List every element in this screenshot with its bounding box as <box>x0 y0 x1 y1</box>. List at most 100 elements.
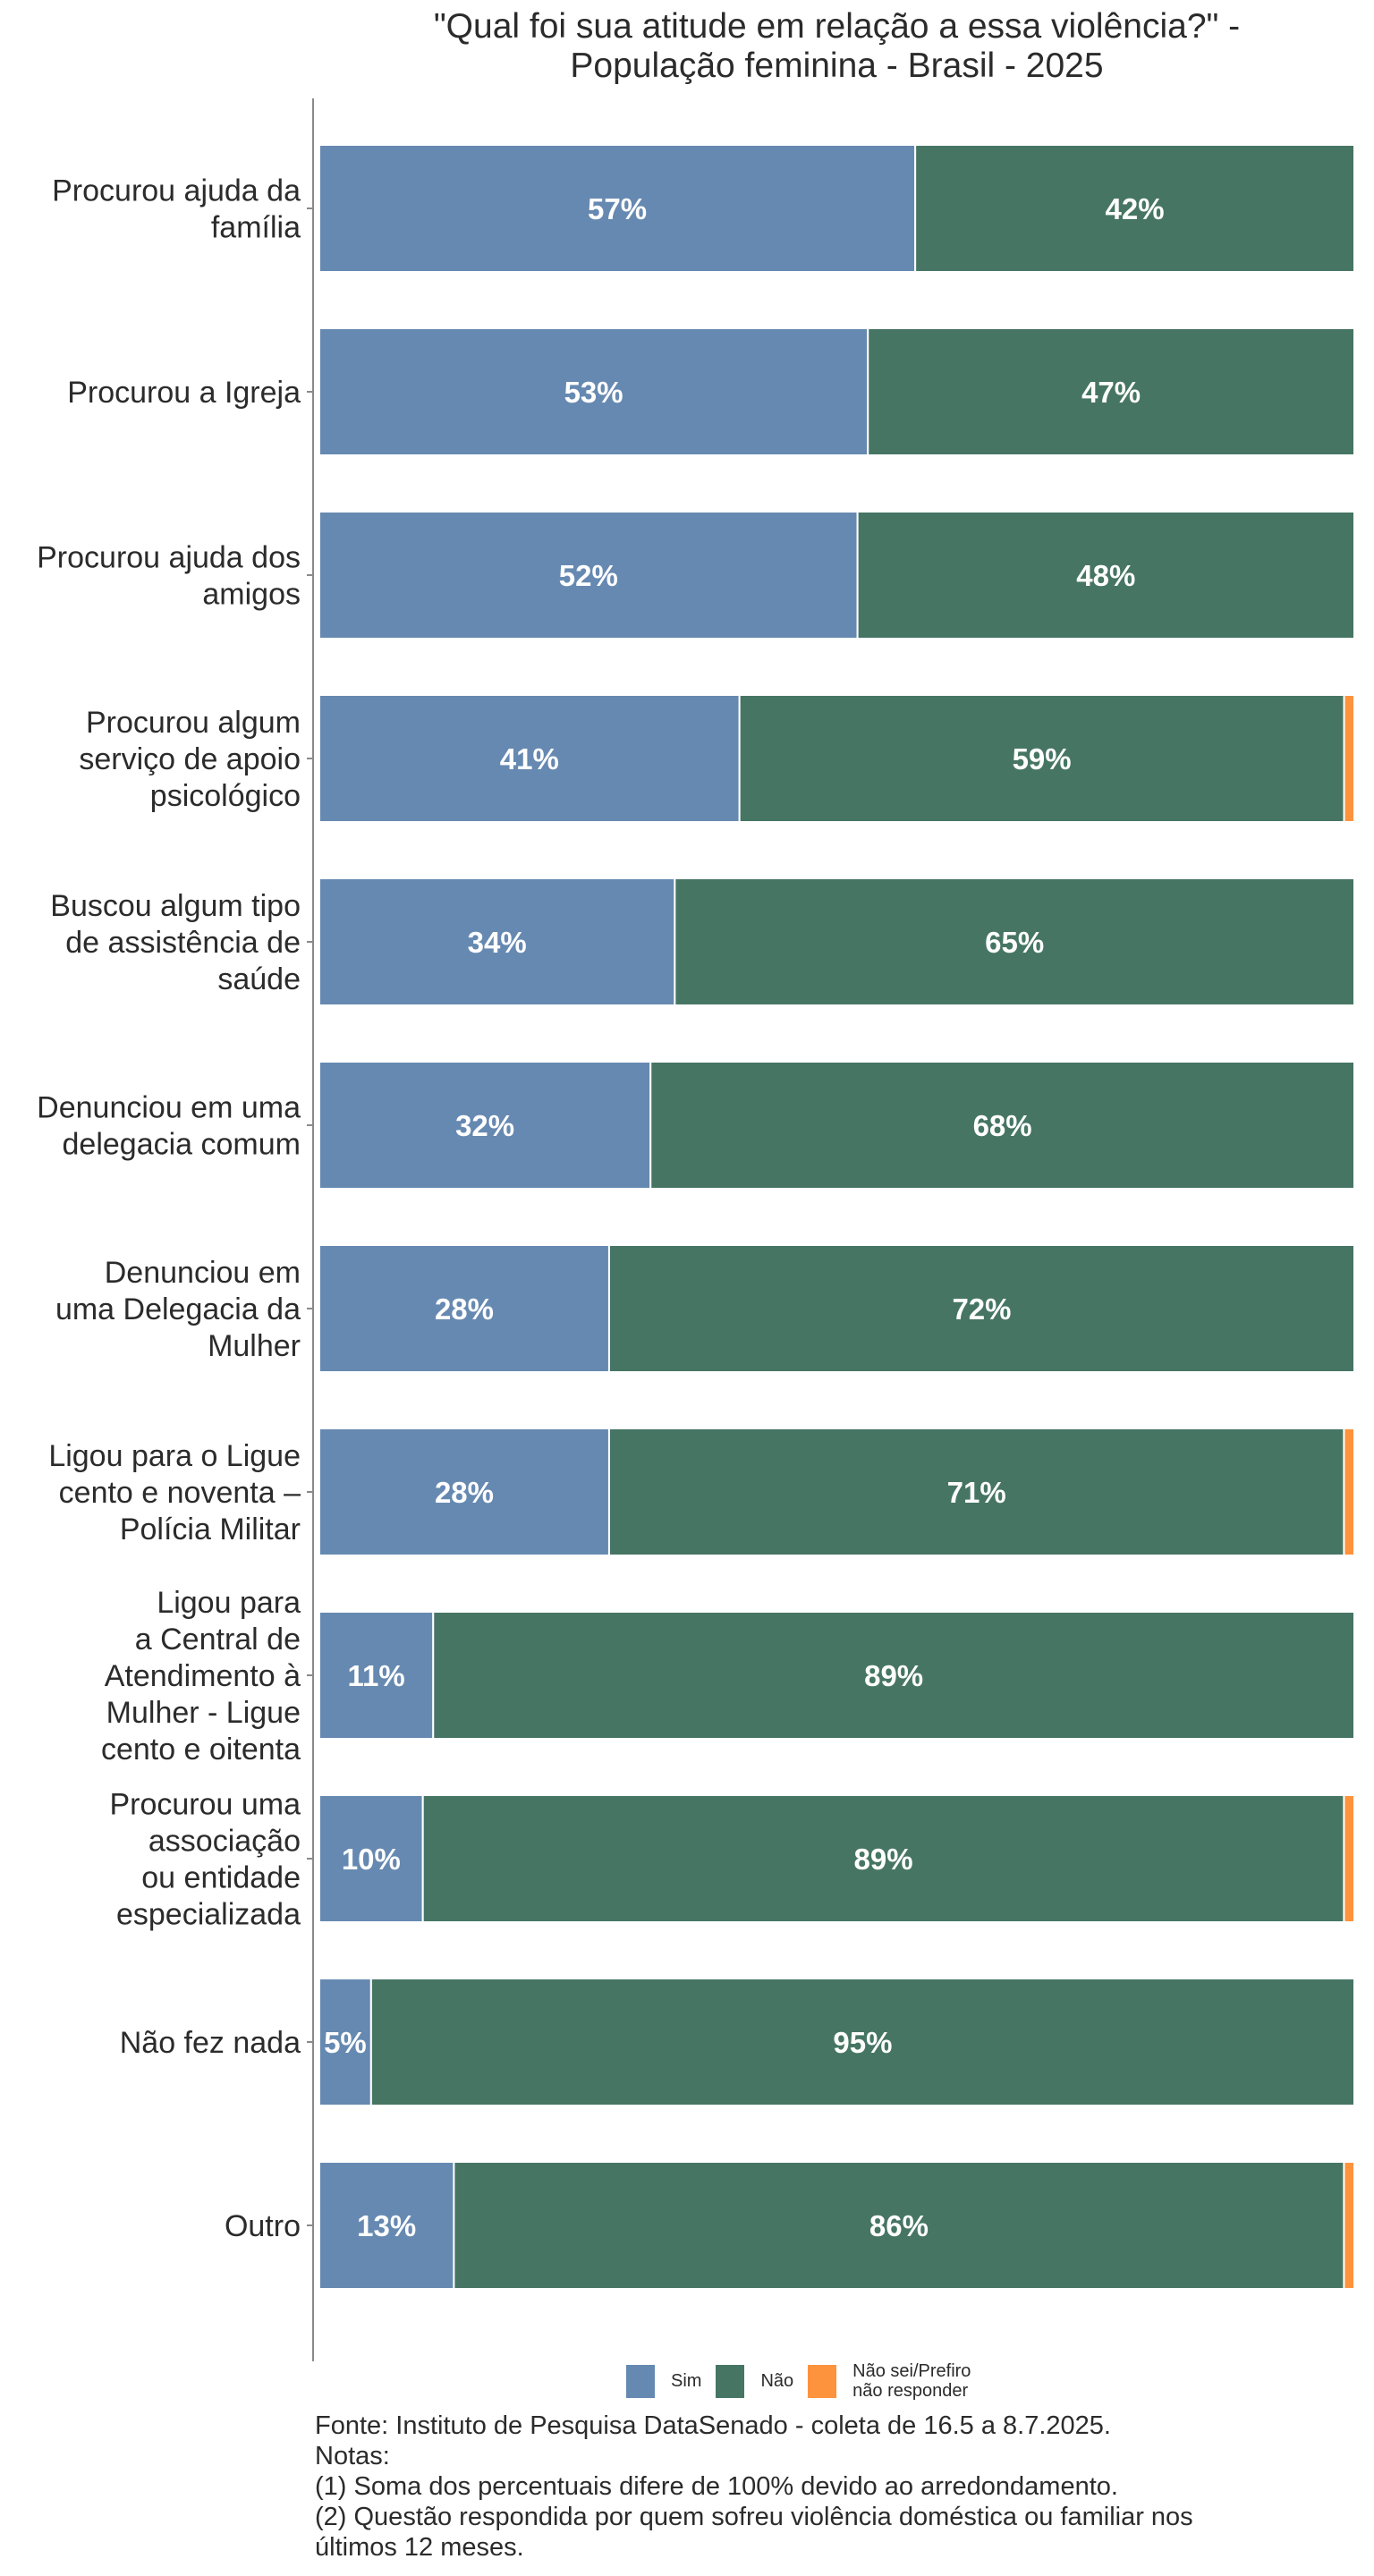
legend-label-nao-sei-line2: não responder <box>852 2381 969 2401</box>
y-label-12: Outro <box>225 2209 301 2243</box>
y-label-line: Ligou para <box>157 1586 301 1620</box>
note-1: (1) Soma dos percentuais difere de 100% … <box>315 2472 1118 2501</box>
bar-segment-nao-4 <box>738 694 1345 823</box>
bar-label-nao-9: 89% <box>864 1659 923 1692</box>
bar-label-sim-1: 57% <box>588 192 647 225</box>
legend-item-sim: Sim <box>626 2364 702 2398</box>
bar-segment-nao-7 <box>607 1244 1355 1373</box>
footer-notes: Fonte: Instituto de Pesquisa DataSenado … <box>315 2411 1361 2563</box>
y-label-line: a Central de <box>135 1623 301 1657</box>
y-label-line: família <box>211 211 301 245</box>
bar-label-nao-4: 59% <box>1013 742 1072 775</box>
bar-label-nao-11: 95% <box>833 2026 892 2059</box>
bar-segment-sim-5 <box>318 877 676 1006</box>
chart-title-line1: "Qual foi sua atitude em relação a essa … <box>433 7 1241 46</box>
bar-segment-nao-sei-prefiro-nao-responder-8 <box>1343 1428 1356 1556</box>
chart-title: "Qual foi sua atitude em relação a essa … <box>319 7 1354 86</box>
bar-label-nao-3: 48% <box>1076 559 1135 592</box>
bar-label-sim-7: 28% <box>435 1292 494 1326</box>
y-label-line: Buscou algum tipo <box>50 889 301 923</box>
bar-label-sim-11: 5% <box>324 2026 367 2059</box>
source-text: Fonte: Instituto de Pesquisa DataSenado … <box>315 2411 1111 2440</box>
bar-label-sim-8: 28% <box>435 1476 494 1509</box>
y-label-line: Procurou uma <box>109 1788 301 1822</box>
legend-label-nao: Não <box>760 2371 794 2391</box>
legend-key-nao <box>716 2364 745 2398</box>
bar-segment-sim-1 <box>318 144 917 273</box>
bar-segment-nao-sei-prefiro-nao-responder-10 <box>1343 1794 1356 1923</box>
bar-label-sim-5: 34% <box>468 926 527 959</box>
y-label-line: Procurou ajuda da <box>52 174 301 208</box>
bar-label-nao-5: 65% <box>985 926 1044 959</box>
bar-label-sim-10: 10% <box>342 1843 401 1876</box>
bar-segment-sim-7 <box>318 1244 610 1373</box>
bar-label-sim-2: 53% <box>564 376 623 409</box>
note-2-line2: últimos 12 meses. <box>315 2533 524 2562</box>
y-label-line: delegacia comum <box>63 1128 301 1162</box>
legend-label-nao-sei: Não sei/Prefiro não responder <box>852 2361 996 2401</box>
y-axis-labels: Procurou ajuda da família Procurou a Igrej… <box>37 174 313 2243</box>
y-label-line: Procurou a Igreja <box>67 376 301 410</box>
bar-segment-nao-12 <box>453 2161 1345 2290</box>
legend-label-sim: Sim <box>671 2371 702 2391</box>
bar-label-nao-2: 47% <box>1081 376 1141 409</box>
legend-item-nao: Não <box>716 2364 794 2398</box>
bar-segment-nao-11 <box>369 1978 1356 2106</box>
y-label-line: Procurou algum <box>86 706 301 740</box>
bar-label-nao-1: 42% <box>1106 192 1165 225</box>
y-label-line: Procurou ajuda dos <box>37 541 301 575</box>
y-label-line: ou entidade <box>141 1861 301 1895</box>
y-label-line: Polícia Militar <box>120 1513 301 1546</box>
y-label-line: Mulher - Ligue <box>106 1696 301 1730</box>
bar-segment-sim-11 <box>318 1978 372 2106</box>
legend: Sim Não Não sei/Prefiro não responder <box>626 2361 1010 2401</box>
bar-segment-nao-5 <box>674 877 1355 1006</box>
y-label-line: uma Delegacia da <box>55 1292 301 1326</box>
y-label-line: especializada <box>116 1898 301 1932</box>
y-label-line: Atendimento à <box>105 1659 301 1693</box>
bar-label-sim-3: 52% <box>559 559 618 592</box>
bar-segment-nao-9 <box>432 1611 1355 1740</box>
y-label-line: saúde <box>217 962 301 996</box>
y-label-11: Não fez nada <box>120 2026 301 2060</box>
y-label-3: Procurou ajuda dos amigos <box>37 541 301 612</box>
y-label-line: Mulher <box>208 1329 301 1363</box>
legend-label-nao-sei-line1: Não sei/Prefiro <box>852 2361 971 2381</box>
bar-segment-nao-sei-prefiro-nao-responder-12 <box>1343 2161 1356 2290</box>
y-label-line: Ligou para o Ligue <box>48 1439 301 1473</box>
bar-segment-sim-10 <box>318 1794 424 1923</box>
y-label-line: cento e noventa – <box>59 1476 301 1510</box>
bar-label-nao-7: 72% <box>952 1292 1011 1326</box>
y-label-line: serviço de apoio <box>79 742 301 776</box>
bar-segment-sim-3 <box>318 511 859 640</box>
legend-key-sim <box>626 2364 655 2398</box>
bar-segment-nao-2 <box>867 327 1355 456</box>
y-label-6: Denunciou em uma delegacia comum <box>37 1091 301 1162</box>
y-label-10: Procurou uma associação ou entidade especia… <box>109 1788 301 1932</box>
bar-label-sim-9: 11% <box>348 1659 405 1692</box>
bar-segment-sim-8 <box>318 1428 610 1556</box>
y-label-line: Denunciou em uma <box>37 1091 301 1125</box>
y-label-2: Procurou a Igreja <box>67 376 301 410</box>
y-label-9: Ligou para a Central de Atendimento à Mulhe… <box>101 1586 301 1767</box>
y-label-line: associação <box>148 1825 301 1859</box>
bar-segment-sim-9 <box>318 1611 435 1740</box>
legend-key-nao-sei <box>808 2364 837 2398</box>
notes-heading: Notas: <box>315 2442 390 2470</box>
bar-label-nao-8: 71% <box>947 1476 1006 1509</box>
bar-segment-nao-10 <box>421 1794 1345 1923</box>
y-label-8: Ligou para o Ligue cento e noventa – Políc… <box>48 1439 301 1546</box>
bars-group: 57% 42% 53% 47% 52% 48% 41% 59% 34% 65% 32% 68% 28% 7… <box>318 144 1356 2290</box>
bar-label-sim-12: 13% <box>357 2209 416 2242</box>
bar-segment-nao-6 <box>649 1061 1355 1190</box>
y-label-line: de assistência de <box>65 926 301 960</box>
bar-label-sim-6: 32% <box>455 1109 514 1142</box>
y-label-7: Denunciou em uma Delegacia da Mulher <box>55 1256 301 1363</box>
y-label-4: Procurou algum serviço de apoio psicológic… <box>79 706 301 813</box>
bar-segment-nao-sei-prefiro-nao-responder-4 <box>1343 694 1356 823</box>
bar-segment-sim-6 <box>318 1061 652 1190</box>
y-label-line: Não fez nada <box>120 2026 301 2060</box>
y-label-1: Procurou ajuda da família <box>52 174 301 245</box>
chart-title-line2: População feminina - Brasil - 2025 <box>570 47 1104 85</box>
stacked-bar-chart: 57% 42% 53% 47% 52% 48% 41% 59% 34% 65% 32% 68% 28% 7… <box>37 98 1356 2361</box>
